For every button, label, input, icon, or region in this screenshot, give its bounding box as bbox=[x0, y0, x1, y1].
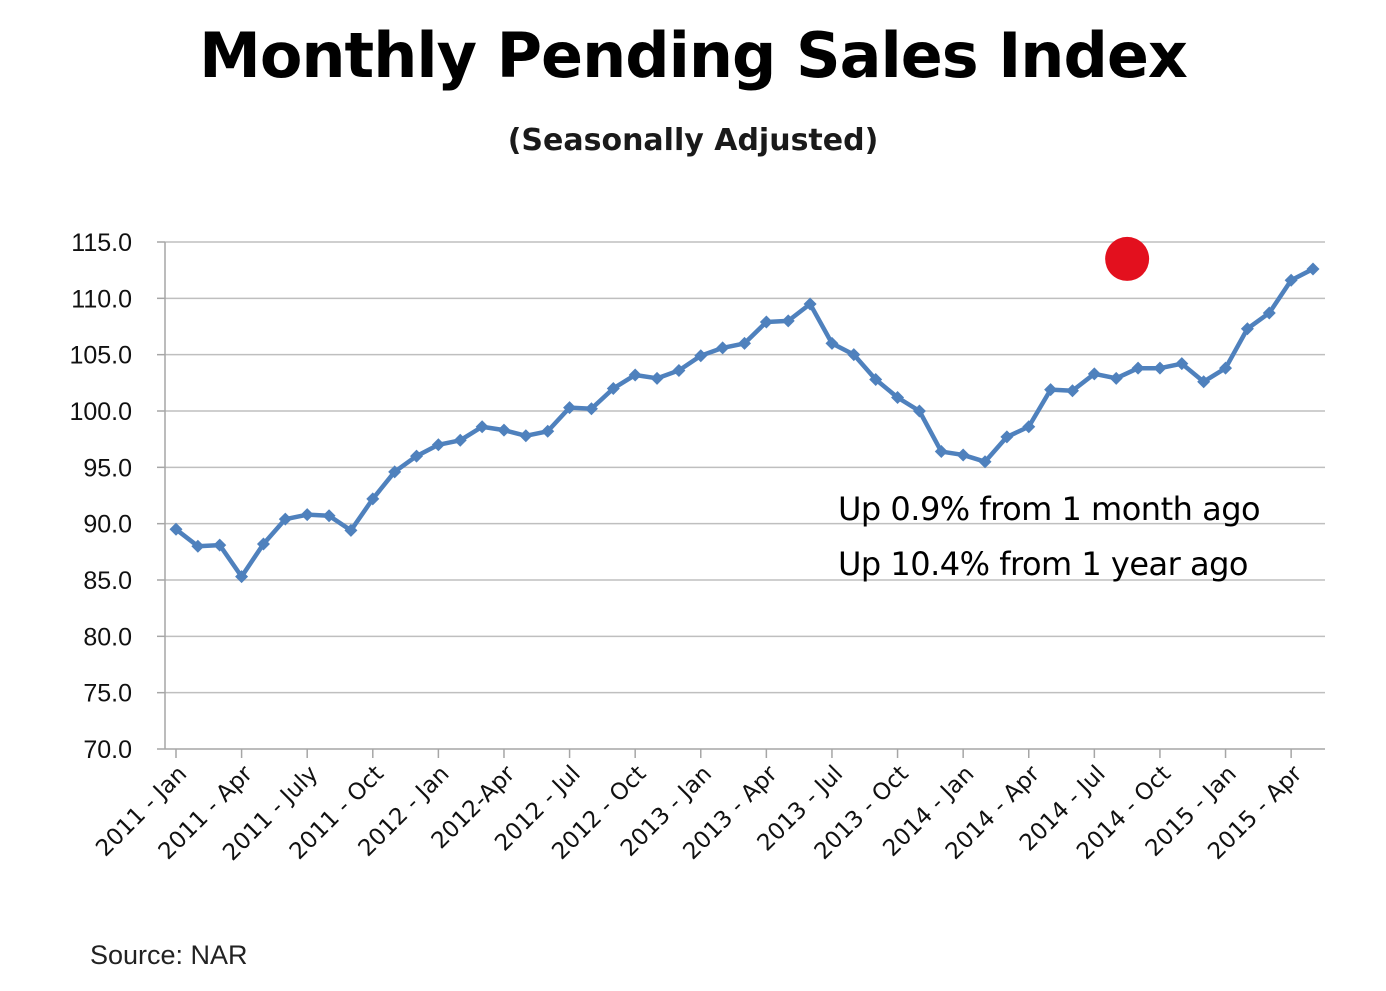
y-tick-label: 100.0 bbox=[69, 398, 132, 426]
data-point bbox=[1153, 361, 1167, 375]
annotation-year-change: Up 10.4% from 1 year ago bbox=[838, 545, 1248, 583]
data-point bbox=[672, 363, 686, 377]
data-point bbox=[1197, 375, 1211, 389]
data-point bbox=[388, 465, 402, 479]
data-point bbox=[1000, 430, 1014, 444]
annotation-month-change: Up 0.9% from 1 month ago bbox=[838, 490, 1261, 528]
data-point bbox=[366, 492, 380, 506]
data-point bbox=[869, 372, 883, 386]
data-point bbox=[256, 537, 270, 551]
data-point bbox=[453, 433, 467, 447]
data-point bbox=[803, 297, 817, 311]
data-point bbox=[541, 424, 555, 438]
data-point bbox=[519, 429, 533, 443]
data-point bbox=[1065, 384, 1079, 398]
data-point bbox=[1087, 367, 1101, 381]
y-tick-label: 105.0 bbox=[69, 342, 132, 370]
data-point bbox=[1306, 262, 1320, 276]
y-tick-label: 110.0 bbox=[71, 285, 132, 313]
axes bbox=[157, 241, 1325, 758]
data-point bbox=[169, 522, 183, 536]
data-point bbox=[300, 508, 314, 522]
data-point bbox=[475, 420, 489, 434]
y-tick-label: 80.0 bbox=[83, 623, 132, 651]
chart-subtitle: (Seasonally Adjusted) bbox=[507, 123, 879, 158]
series-pending-sales-index bbox=[169, 262, 1320, 584]
data-point bbox=[563, 401, 577, 415]
y-axis-tick-labels: 70.0 75.0 80.0 85.0 90.0 95.0 100.0 105.0 110.0 1… bbox=[69, 229, 132, 764]
data-point bbox=[934, 445, 948, 459]
data-point bbox=[213, 538, 227, 552]
data-point bbox=[628, 368, 642, 382]
data-point bbox=[606, 381, 620, 395]
data-point bbox=[1131, 361, 1145, 375]
data-point bbox=[781, 314, 795, 328]
data-point bbox=[1219, 361, 1233, 375]
data-point bbox=[694, 349, 708, 363]
data-point bbox=[759, 315, 773, 329]
data-point bbox=[956, 448, 970, 462]
data-point bbox=[891, 390, 905, 404]
highlight-marker bbox=[1105, 236, 1150, 281]
data-point bbox=[235, 570, 249, 584]
source-note: Source: NAR bbox=[90, 940, 248, 970]
y-tick-label: 90.0 bbox=[83, 511, 132, 539]
data-point bbox=[1262, 306, 1276, 320]
y-tick-label: 70.0 bbox=[83, 736, 132, 764]
data-point bbox=[1175, 357, 1189, 371]
data-point bbox=[410, 449, 424, 463]
chart-title: Monthly Pending Sales Index bbox=[199, 19, 1188, 92]
data-point bbox=[431, 438, 445, 452]
data-point bbox=[191, 539, 205, 553]
data-point bbox=[1240, 322, 1254, 336]
data-point bbox=[584, 402, 598, 416]
y-tick-label: 115.0 bbox=[71, 229, 132, 257]
data-point bbox=[497, 423, 511, 437]
data-point bbox=[847, 348, 861, 362]
data-point bbox=[825, 336, 839, 350]
data-point bbox=[650, 371, 664, 385]
data-point bbox=[1044, 383, 1058, 397]
data-point bbox=[344, 523, 358, 537]
y-tick-label: 75.0 bbox=[83, 680, 132, 708]
data-point bbox=[1109, 371, 1123, 385]
data-point bbox=[1284, 273, 1298, 287]
data-point bbox=[1022, 420, 1036, 434]
data-point bbox=[322, 509, 336, 523]
data-point bbox=[978, 455, 992, 469]
data-point bbox=[912, 404, 926, 418]
data-point bbox=[716, 341, 730, 355]
y-tick-label: 95.0 bbox=[83, 454, 132, 482]
red-dot-marker bbox=[1105, 236, 1150, 281]
gridlines bbox=[165, 241, 1325, 694]
y-tick-label: 85.0 bbox=[83, 567, 132, 595]
data-point bbox=[278, 512, 292, 526]
data-point bbox=[738, 336, 751, 350]
